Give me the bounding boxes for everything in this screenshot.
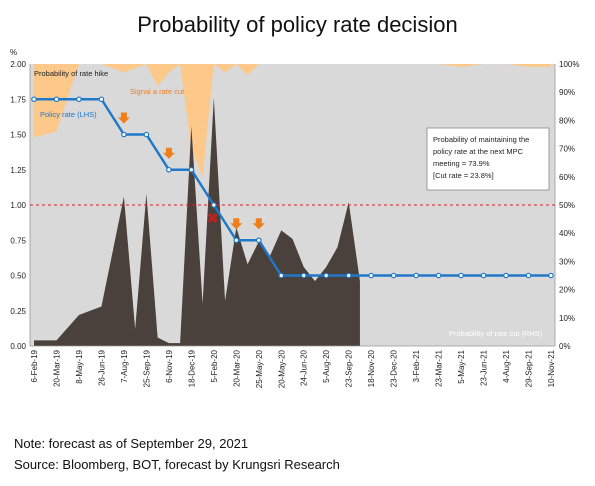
policy-rate-point <box>98 96 105 103</box>
annotation-text: meeting = 73.9% <box>433 159 490 168</box>
left-tick-label: 1.00 <box>10 201 26 210</box>
policy-rate-point <box>166 166 172 173</box>
x-tick-label: 23-Dec-20 <box>390 349 399 387</box>
policy-rate-point <box>345 272 352 279</box>
x-tick-label: 20-Mar-19 <box>52 349 61 386</box>
right-tick-label: 10% <box>559 314 575 323</box>
x-tick-label: 26-Jun-19 <box>97 349 106 386</box>
x-tick-label: 24-Jun-20 <box>300 349 309 386</box>
signal-arrow <box>162 147 175 159</box>
x-tick-label: 23-Mar-21 <box>435 349 444 386</box>
left-tick-label: 0.50 <box>10 272 26 281</box>
left-tick-label: 1.50 <box>10 131 26 140</box>
annotation-box <box>426 127 550 191</box>
policy-rate-point <box>458 272 464 279</box>
policy-series-label: Policy rate (LHS) <box>40 110 97 119</box>
right-tick-label: 90% <box>559 88 575 97</box>
signal-arrow <box>230 218 243 230</box>
policy-rate-point <box>300 272 307 279</box>
x-tick-label: 8-May-19 <box>75 349 84 383</box>
right-tick-label: 20% <box>559 286 575 295</box>
x-tick-label: 20-Mar-20 <box>232 349 241 386</box>
right-tick-label: 70% <box>559 145 575 154</box>
right-tick-label: 80% <box>559 116 575 125</box>
policy-rate-point <box>413 272 419 279</box>
x-tick-label: 4-Aug-21 <box>502 349 511 382</box>
right-tick-label: 40% <box>559 229 575 238</box>
policy-rate-line <box>34 98 551 277</box>
note-source: Source: Bloomberg, BOT, forecast by Krun… <box>14 457 340 472</box>
signal-label: Signal a rate cut <box>130 87 185 96</box>
policy-rate-point <box>233 237 240 244</box>
left-tick-label: 0.00 <box>10 342 26 351</box>
left-tick-label: 0.25 <box>10 307 26 316</box>
cut-series-label: Probability of rate cut (RHS) <box>449 329 543 338</box>
policy-rate-point <box>121 131 127 138</box>
policy-rate-point <box>480 272 487 279</box>
policy-rate-point <box>435 272 442 279</box>
policy-rate-point <box>323 272 330 279</box>
x-tick-label: 6-Nov-19 <box>165 349 174 382</box>
policy-rate-point <box>143 131 150 138</box>
left-tick-label: 2.00 <box>10 60 26 69</box>
x-tick-label: 3-Feb-21 <box>412 349 421 382</box>
policy-rate-point <box>368 272 374 279</box>
x-tick-label: 29-Sep-21 <box>525 349 534 387</box>
x-tick-label: 23-Sep-20 <box>345 349 354 387</box>
policy-rate-point <box>188 166 195 173</box>
x-tick-label: 7-Aug-19 <box>120 349 129 382</box>
x-tick-label: 6-Feb-19 <box>30 349 39 382</box>
annotation-text: policy rate at the next MPC <box>433 147 524 156</box>
policy-rate-point <box>255 237 262 244</box>
left-axis-unit: % <box>10 48 17 57</box>
policy-rate-point <box>503 272 509 279</box>
hike-series-label: Probability of rate hike <box>34 69 108 78</box>
policy-rate-point <box>76 96 82 103</box>
x-tick-label: 18-Dec-19 <box>187 349 196 387</box>
x-tick-label: 18-Nov-20 <box>367 349 376 387</box>
right-tick-label: 0% <box>559 342 571 351</box>
annotation-text: [Cut rate = 23.8%] <box>433 171 494 180</box>
policy-rate-point <box>390 272 397 279</box>
right-tick-label: 100% <box>559 60 579 69</box>
signal-arrow <box>117 112 130 124</box>
chart-title: Probability of policy rate decision <box>137 12 458 37</box>
policy-rate-point <box>278 272 285 279</box>
x-tick-label: 5-Feb-20 <box>210 349 219 382</box>
left-tick-label: 0.75 <box>10 236 26 245</box>
x-tick-label: 23-Jun-21 <box>480 349 489 386</box>
x-tick-label: 5-Aug-20 <box>322 349 331 382</box>
policy-rate-point <box>211 202 217 208</box>
x-tick-label: 10-Nov-21 <box>547 349 556 387</box>
right-tick-label: 30% <box>559 257 575 266</box>
policy-rate-point <box>31 96 37 103</box>
policy-rate-point <box>525 272 532 279</box>
right-tick-label: 60% <box>559 173 575 182</box>
annotation-text: Probability of maintaining the <box>433 135 529 144</box>
x-tick-label: 20-May-20 <box>277 349 286 388</box>
left-tick-label: 1.75 <box>10 95 26 104</box>
policy-rate-point <box>548 272 554 279</box>
x-tick-label: 25-Sep-19 <box>142 349 151 387</box>
signal-arrow <box>252 218 265 230</box>
note-forecast: Note: forecast as of September 29, 2021 <box>14 436 249 451</box>
cross-marker: ✖ <box>207 209 220 227</box>
left-tick-label: 1.25 <box>10 166 26 175</box>
right-tick-label: 50% <box>559 201 575 210</box>
cut-area <box>34 97 360 346</box>
x-tick-label: 5-May-21 <box>457 349 466 383</box>
x-tick-label: 25-May-20 <box>255 349 264 388</box>
policy-rate-point <box>53 96 60 103</box>
